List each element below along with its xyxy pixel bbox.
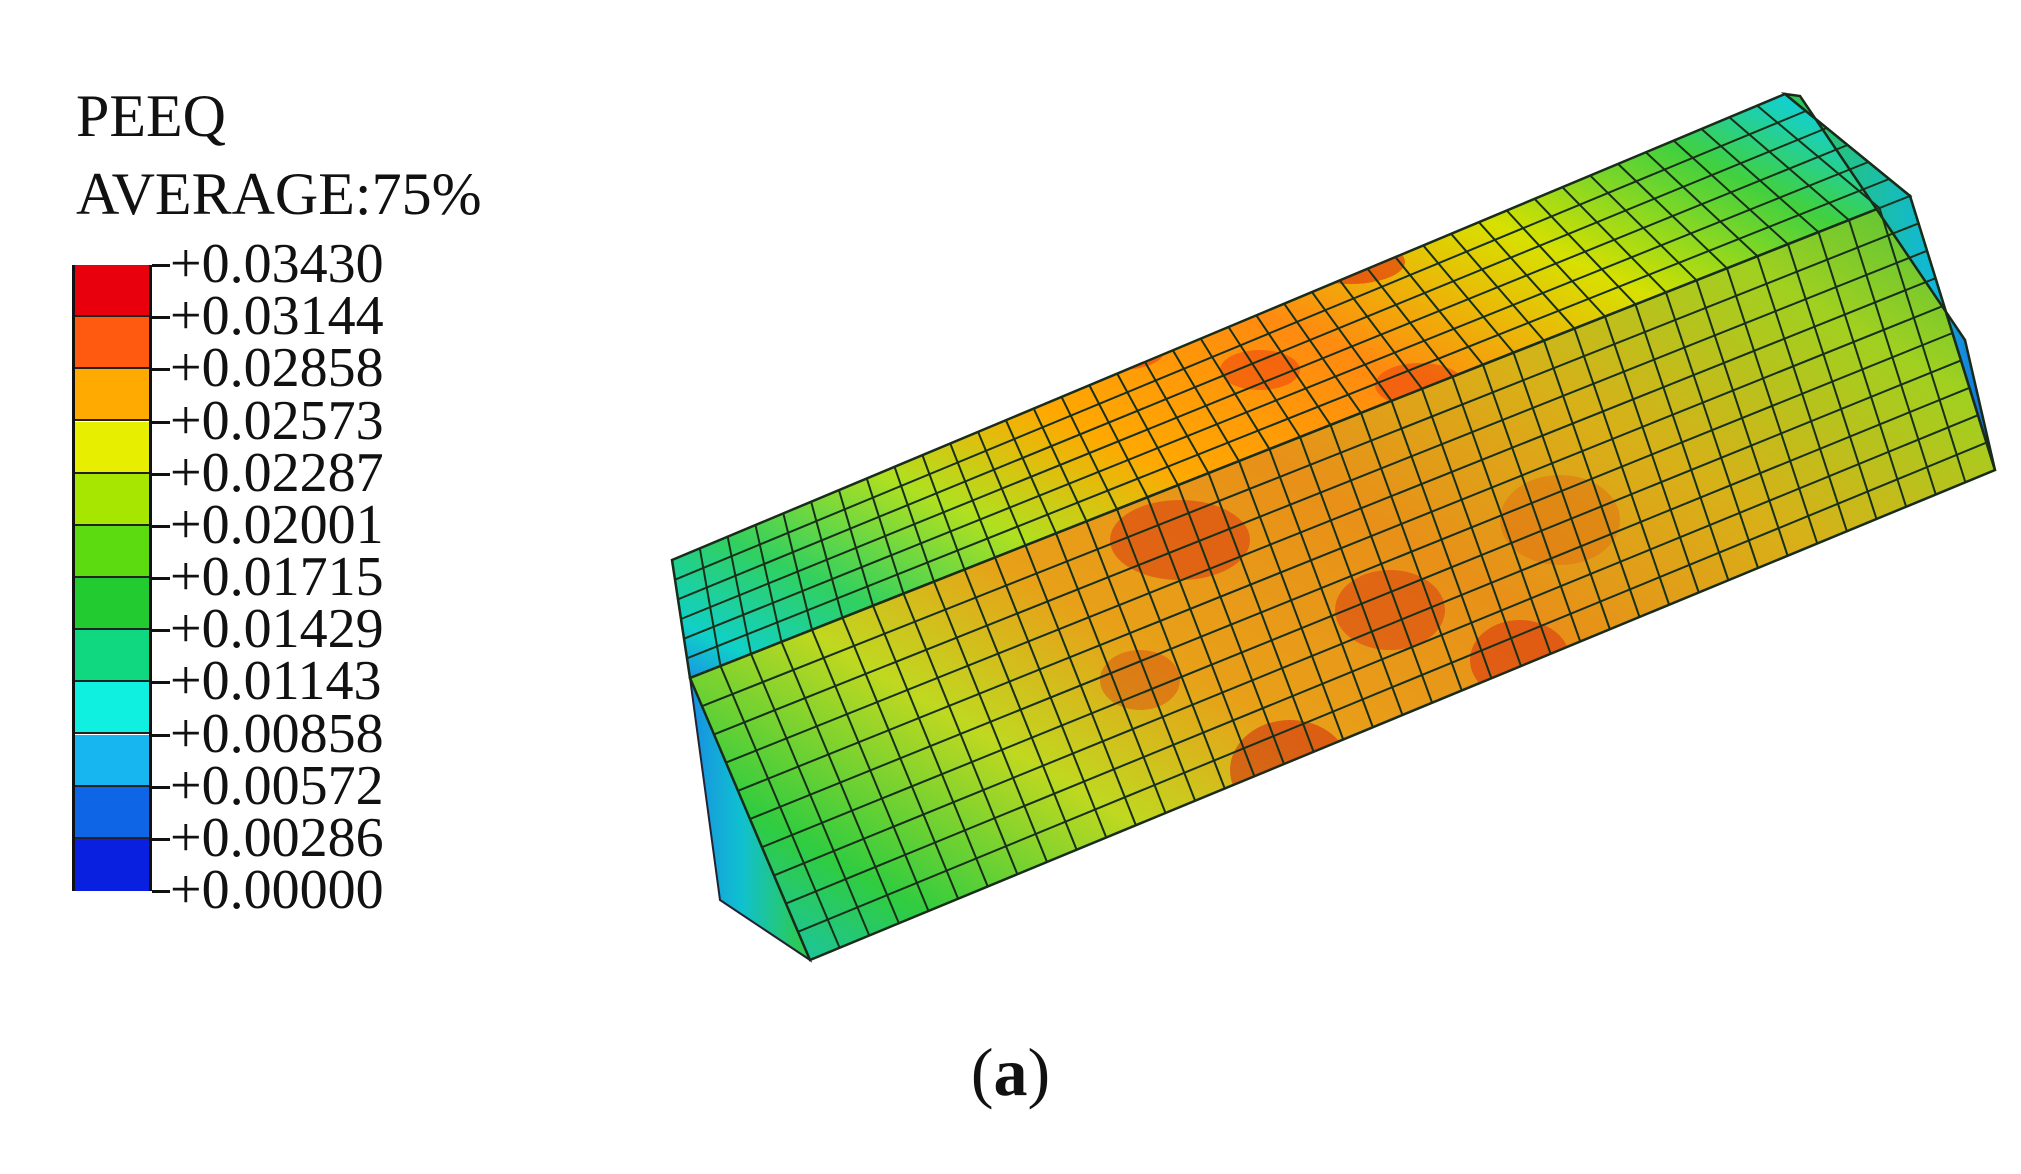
caption-open-paren: ( xyxy=(970,1034,994,1110)
legend-color-band xyxy=(75,630,149,683)
legend-tick-label: +0.02001 xyxy=(170,493,384,556)
legend-color-band xyxy=(75,734,149,787)
legend-variable-title: PEEQ xyxy=(76,83,226,149)
legend-tick xyxy=(152,681,170,685)
mesh-line xyxy=(725,277,1936,764)
legend-tick xyxy=(152,785,170,789)
legend-color-band xyxy=(75,369,149,422)
legend-tick-label: +0.01429 xyxy=(170,598,384,661)
legend-tick-label: +0.00858 xyxy=(170,702,384,765)
deformed-block xyxy=(670,92,1997,963)
legend-tick-label: +0.00572 xyxy=(170,754,384,817)
legend-tick xyxy=(152,472,170,476)
legend-tick-label: +0.03144 xyxy=(170,285,384,348)
mesh-line xyxy=(674,110,1807,581)
figure-caption: (a) xyxy=(0,1038,2021,1106)
legend-color-band xyxy=(75,682,149,735)
legend-averaging-title: AVERAGE:75% xyxy=(76,161,482,227)
mesh-line xyxy=(677,127,1828,601)
legend-color-band xyxy=(75,473,149,526)
caption-close-paren: ) xyxy=(1027,1034,1051,1110)
legend-tick-label: +0.00000 xyxy=(170,858,384,921)
mesh-line xyxy=(737,304,1945,792)
caption-letter: a xyxy=(993,1034,1028,1110)
legend-tick-label: +0.00286 xyxy=(170,806,384,869)
legend-tick-label: +0.02573 xyxy=(170,389,384,452)
legend-tick xyxy=(152,733,170,737)
mesh-line xyxy=(785,414,1979,905)
legend-tick xyxy=(152,890,170,893)
mesh-line xyxy=(713,249,1928,736)
mesh-line xyxy=(672,94,1786,561)
legend-tick-label: +0.01715 xyxy=(170,545,384,608)
legend-tick xyxy=(152,524,170,528)
legend-color-band xyxy=(75,786,149,839)
legend-color-band xyxy=(75,421,149,474)
legend-tick xyxy=(152,368,170,372)
legend-tick xyxy=(152,264,170,267)
legend-tick xyxy=(152,420,170,424)
mesh-line xyxy=(680,144,1848,620)
legend-tick-label: +0.01143 xyxy=(170,650,382,713)
legend-tick-label: +0.03430 xyxy=(170,232,384,295)
legend-color-band xyxy=(75,265,149,318)
mesh-line xyxy=(686,178,1890,660)
legend-tick-label: +0.02287 xyxy=(170,441,384,504)
color-legend-bar xyxy=(72,265,152,891)
mesh-line xyxy=(797,441,1987,933)
legend-tick xyxy=(152,316,170,320)
mesh-line xyxy=(761,359,1962,849)
legend-tick xyxy=(152,577,170,580)
mesh-line xyxy=(749,332,1953,820)
legend-color-band xyxy=(75,525,149,578)
mesh-line xyxy=(690,196,1911,679)
legend-tick-label: +0.02858 xyxy=(170,337,384,400)
mesh-line xyxy=(683,161,1869,640)
legend-tick xyxy=(152,629,170,633)
legend-color-band xyxy=(75,838,149,891)
legend-color-band xyxy=(75,578,149,631)
legend-color-band xyxy=(75,317,149,370)
mesh-line xyxy=(773,386,1970,877)
mesh-line xyxy=(701,222,1919,708)
legend-tick xyxy=(152,837,170,841)
